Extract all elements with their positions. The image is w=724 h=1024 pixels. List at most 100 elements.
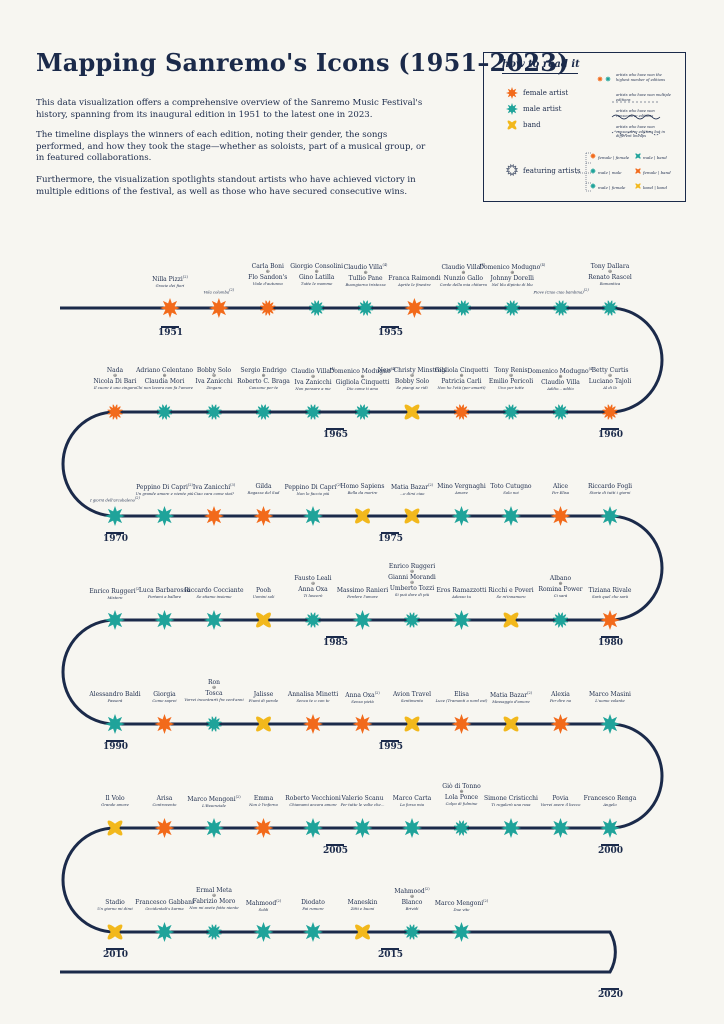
winner-artist: Anna Oxa(2) xyxy=(345,691,380,699)
winner-entry: Alessandro Baldi Passerà xyxy=(75,692,155,703)
winner-song: Amare xyxy=(455,490,468,495)
winner-marker xyxy=(208,298,229,318)
winner-entry: Arisa Controvento xyxy=(125,796,205,807)
winner-entry: Gilda Ragazza del Sud xyxy=(224,484,304,495)
winner-entry: Sergio Endrigo ⊕ Roberto C. Braga Canzone p… xyxy=(224,368,304,390)
year-tick xyxy=(381,532,399,534)
winner-entry: Franca Raimondi Aprite le finestre xyxy=(374,276,454,287)
winner-entry: Claudio Villa(4) ⊕ Nunzio Gallo Corde della… xyxy=(423,263,503,287)
winner-artist: Annalisa Minetti xyxy=(287,691,339,698)
legend-diff-note: artists who have won consecutive edition… xyxy=(616,125,665,139)
winner-song: Romantica xyxy=(599,281,621,286)
winner-marker xyxy=(550,506,571,526)
winner-entry: Nilla Pizzi(2) Grazie dei fiori xyxy=(130,275,210,288)
legend-combo-icon-1 xyxy=(635,153,641,159)
win-count: (4) xyxy=(540,263,546,267)
winner-artist: Massimo Ranieri xyxy=(336,587,389,594)
winner-song: I giorni dell'arcobaleno(2) xyxy=(90,496,140,503)
winner-entry: Alice Per Elisa xyxy=(521,484,601,495)
winner-marker xyxy=(352,714,373,734)
winner-marker xyxy=(204,506,224,526)
winner-marker xyxy=(357,300,374,316)
legend-male-icon xyxy=(506,103,518,115)
winner-artist: Mahmood(2) xyxy=(394,887,430,895)
winner-artist: Riccardo Fogli xyxy=(587,483,633,490)
winner-song: Non lo faccio più xyxy=(296,491,330,496)
winner-marker xyxy=(600,506,620,526)
featuring-plus-icon: ⊕ xyxy=(409,569,415,575)
winner-entry: Matia Bazar(2) ...e dirsi ciao xyxy=(372,483,452,496)
winner-song: Nel blu dipinto di blu xyxy=(491,282,533,287)
winner-song: Zitti e buoni xyxy=(350,906,375,911)
featuring-plus-icon: ⊕ xyxy=(607,373,613,379)
winner-marker xyxy=(105,714,125,734)
winner-entry: Diodato Fai rumore xyxy=(273,900,353,911)
year-label: 1980 xyxy=(598,638,624,648)
winner-artist: Jalisse xyxy=(253,691,274,698)
winner-marker xyxy=(305,404,321,420)
featuring-plus-icon: ⊕ xyxy=(508,373,514,379)
featuring-plus-icon: ⊕ xyxy=(265,269,270,275)
winner-entry: Elisa Luce (Tramonti a nord est) xyxy=(422,692,502,703)
year-tick xyxy=(106,740,124,742)
winner-artist-2: Gianni Morandi xyxy=(388,574,436,581)
winner-song: Sentimento xyxy=(400,698,424,703)
winner-song: Uomini soli xyxy=(252,594,275,599)
winner-song: Un giorno mi dirai xyxy=(97,906,133,911)
legend-combo-icon-4 xyxy=(590,183,596,189)
year-tick xyxy=(601,428,619,430)
featuring-plus-icon: ⊕ xyxy=(314,269,319,275)
winner-artist: Maneskin xyxy=(347,899,378,906)
winner-artist: Ricchi e Poveri xyxy=(488,587,534,594)
winner-artist-2: Fabrizio Moro xyxy=(192,898,236,905)
featuring-plus-icon: ⊕ xyxy=(211,373,217,379)
winner-marker xyxy=(260,300,276,316)
winner-artist-2: Tosca xyxy=(205,690,223,697)
featuring-plus-icon: ⊕ xyxy=(112,373,118,379)
winner-artist: Ron xyxy=(208,679,220,686)
winner-song: ...e dirsi ciao xyxy=(399,491,425,496)
winner-marker xyxy=(107,404,123,420)
winner-marker xyxy=(453,820,470,836)
winner-marker xyxy=(404,298,425,318)
winner-song: Non pensare a me xyxy=(295,386,331,391)
winner-artist: Sergio Endrigo xyxy=(240,367,287,374)
winner-marker xyxy=(455,300,471,316)
win-count: (4) xyxy=(329,367,335,371)
winner-entry: Marco Mengoni(2) Due vite xyxy=(422,899,502,912)
winner-entry: Francesco Gabbani Occidentali's karma xyxy=(125,900,205,911)
page-title: Mapping Sanremo's Icons (1951–2023) xyxy=(36,48,569,77)
winner-marker xyxy=(105,610,125,630)
winner-marker xyxy=(552,404,569,420)
winner-marker xyxy=(501,506,521,526)
win-count: (2) xyxy=(182,275,188,279)
win-count: (2) xyxy=(235,795,241,799)
winner-song: Messaggio d'amore xyxy=(492,699,530,704)
win-count: (4) xyxy=(382,263,388,267)
winner-artist: Valerio Scanu xyxy=(341,795,384,802)
winner-artist: Francesco Renga xyxy=(583,795,637,802)
winner-artist: Roberto Vecchioni xyxy=(285,795,341,802)
winner-song: Non mi avete fatto niente xyxy=(189,905,239,910)
win-count: (3) xyxy=(230,483,236,487)
featuring-plus-icon: ⊕ xyxy=(360,374,365,380)
winner-song: Solo noi xyxy=(503,490,519,495)
winner-artist: Giò di Tonno xyxy=(442,783,481,790)
year-label: 2010 xyxy=(103,950,129,960)
winner-marker xyxy=(550,818,571,838)
year-tick xyxy=(326,636,344,638)
winner-entry: Il Volo Grande amore xyxy=(75,796,155,807)
winner-marker xyxy=(602,404,618,420)
winner-marker xyxy=(404,404,420,420)
winner-artist: Claudio Villa(4) xyxy=(343,263,388,271)
winner-marker xyxy=(602,300,618,316)
winner-entry: Roberto Vecchioni Chiamami ancora amore xyxy=(273,796,353,807)
year-tick xyxy=(601,844,619,846)
winner-entry: Enrico Ruggeri(2) Mistero xyxy=(75,587,155,600)
winner-song: Corde della mia chitarra xyxy=(439,282,487,287)
winner-marker xyxy=(204,818,224,838)
year-tick xyxy=(601,636,619,638)
winner-artist: Fausto Leali xyxy=(294,575,332,582)
win-count: (2) xyxy=(135,587,141,591)
winner-artist: Domenico Modugno(4) xyxy=(329,367,396,375)
